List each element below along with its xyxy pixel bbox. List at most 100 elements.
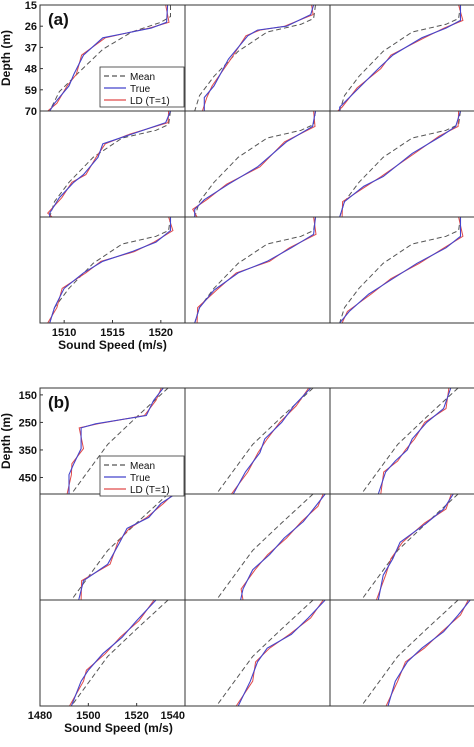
- subplot-6: [339, 111, 462, 217]
- true-line: [339, 111, 462, 217]
- subplot-3: [337, 5, 464, 111]
- legend-label-mean: Mean: [130, 461, 155, 472]
- mean-line: [70, 388, 169, 494]
- ld-line: [80, 494, 174, 600]
- y-tick-label: 37: [25, 42, 37, 54]
- y-tick-label: 150: [19, 390, 37, 402]
- ld-line: [341, 111, 460, 217]
- subplot-5: [192, 111, 317, 217]
- mean-line: [215, 388, 314, 494]
- true-line: [240, 494, 326, 600]
- subplot-8: [215, 600, 326, 706]
- ld-line: [240, 494, 324, 600]
- true-line: [49, 5, 169, 111]
- ld-line: [196, 217, 317, 323]
- subplot-9: [339, 217, 464, 323]
- mean-line: [360, 494, 459, 600]
- ld-line: [341, 217, 464, 323]
- true-line: [387, 600, 471, 706]
- true-line: [232, 388, 312, 494]
- subplot-4: [46, 111, 172, 217]
- true-line: [49, 217, 172, 323]
- subplot-1: [47, 5, 171, 111]
- legend-label-mean: Mean: [130, 72, 155, 83]
- subplot-9: [360, 600, 471, 706]
- ld-line: [380, 388, 450, 494]
- true-line: [377, 388, 452, 494]
- ld-line: [47, 217, 174, 323]
- y-axis-label: Depth (m): [0, 30, 13, 86]
- subplot-6: [360, 494, 459, 600]
- y-axis-label: Depth (m): [0, 413, 13, 469]
- y-tick-label: 70: [25, 106, 37, 118]
- subplot-4: [70, 494, 176, 600]
- ld-line: [235, 600, 324, 706]
- true-line: [68, 388, 164, 494]
- true-line: [237, 600, 326, 706]
- ld-line: [230, 388, 310, 494]
- ld-line: [192, 111, 316, 217]
- mean-line: [70, 600, 169, 706]
- subplot-7: [47, 217, 174, 323]
- mean-line: [70, 494, 169, 600]
- y-tick-label: 450: [19, 472, 37, 484]
- y-tick-label: 350: [19, 445, 37, 457]
- y-tick-label: 250: [19, 417, 37, 429]
- y-tick-label: 59: [25, 85, 37, 97]
- panel-label: (b): [48, 393, 70, 412]
- true-line: [194, 217, 317, 323]
- mean-line: [360, 388, 459, 494]
- mean-line: [215, 494, 314, 600]
- legend-label-true: True: [130, 473, 151, 484]
- mean-line: [339, 217, 461, 323]
- x-tick-label: 1510: [52, 327, 76, 339]
- legend-label-ld: LD (T=1): [130, 485, 170, 496]
- mean-line: [360, 600, 459, 706]
- panel-frame: [39, 387, 474, 707]
- true-line: [49, 111, 172, 217]
- x-axis-label: Sound Speed (m/s): [58, 338, 167, 352]
- x-tick-label: 1515: [100, 327, 124, 339]
- true-line: [339, 5, 462, 111]
- subplot-5: [215, 494, 326, 600]
- panel-frame: [39, 4, 474, 324]
- subplot-2: [215, 388, 314, 494]
- y-tick-label: 15: [25, 0, 37, 12]
- mean-line: [215, 600, 314, 706]
- true-line: [203, 5, 315, 111]
- subplot-8: [194, 217, 317, 323]
- x-tick-label: 1520: [124, 710, 148, 722]
- subplot-2: [194, 5, 316, 111]
- y-tick-label: 26: [25, 21, 37, 33]
- x-tick-label: 1480: [28, 710, 52, 722]
- mean-line: [194, 217, 316, 323]
- subplot-7: [69, 600, 169, 706]
- true-line: [339, 217, 462, 323]
- true-line: [78, 494, 176, 600]
- ld-line: [337, 5, 464, 111]
- x-axis-label: Sound Speed (m/s): [64, 721, 173, 735]
- legend-label-true: True: [130, 84, 151, 95]
- ld-line: [385, 600, 469, 706]
- panel-b: 150 250 350 450 Depth (m) 1480 1500 1520 1540Sou…: [0, 387, 474, 735]
- ld-line: [66, 388, 162, 494]
- subplot-1: [66, 388, 169, 494]
- x-tick-label: 1520: [149, 327, 173, 339]
- mean-line: [339, 5, 461, 111]
- true-line: [377, 494, 454, 600]
- true-line: [70, 600, 157, 706]
- panel-label: (a): [48, 10, 69, 29]
- mean-line: [49, 217, 171, 323]
- true-line: [194, 111, 317, 217]
- mean-line: [194, 111, 316, 217]
- ld-line: [69, 600, 155, 706]
- ld-line: [375, 494, 452, 600]
- y-tick-label: 48: [25, 64, 37, 76]
- subplot-3: [360, 388, 459, 494]
- legend-label-ld: LD (T=1): [130, 96, 170, 107]
- x-tick-label: 1540: [161, 710, 185, 722]
- ld-line: [46, 111, 170, 217]
